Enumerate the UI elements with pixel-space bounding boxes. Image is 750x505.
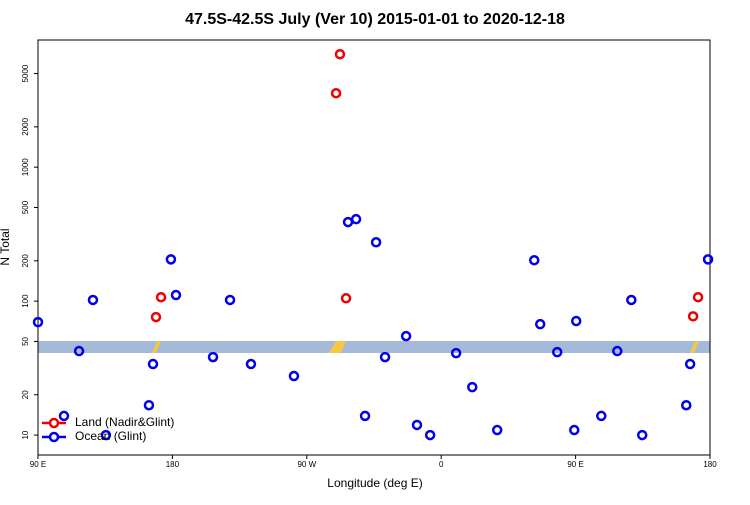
point [334, 48, 346, 60]
point [350, 213, 362, 225]
y-tick-label: 2000 [21, 117, 30, 135]
band-patch [152, 341, 161, 353]
point [340, 293, 352, 304]
legend-marker [48, 417, 60, 429]
chart-title: 47.5S-42.5S July (Ver 10) 2015-01-01 to … [185, 11, 565, 28]
band-patch [329, 341, 346, 353]
point [596, 410, 607, 422]
plot-frame [37, 39, 711, 456]
y-tick-label: 50 [21, 336, 30, 345]
x-tick-label: 90 E [567, 460, 583, 469]
x-tick-label: 90 W [297, 460, 316, 469]
x-tick-label: 180 [166, 460, 180, 469]
point [424, 429, 436, 441]
point [100, 429, 112, 441]
x-tick-label: 90 E [30, 460, 46, 469]
y-tick-label: 500 [21, 200, 30, 214]
point [687, 311, 699, 322]
y-tick-label: 10 [21, 430, 30, 439]
point [491, 424, 503, 436]
point [570, 315, 582, 327]
point [288, 370, 300, 382]
x-tick-label: 0 [439, 460, 444, 469]
y-tick-label: 200 [21, 254, 30, 268]
point [450, 347, 462, 359]
point [636, 429, 648, 441]
point [342, 216, 354, 228]
point [207, 351, 219, 363]
point [681, 399, 692, 411]
point [684, 358, 696, 370]
band-patch [690, 341, 699, 353]
point [702, 254, 714, 265]
point [528, 254, 540, 266]
point [87, 294, 99, 306]
point [692, 291, 704, 303]
point [411, 419, 423, 431]
point [224, 294, 236, 306]
y-axis-label: N Total [0, 228, 12, 265]
point [155, 291, 167, 303]
y-tick-label: 5000 [21, 64, 30, 82]
point [359, 410, 371, 422]
point [626, 294, 637, 306]
point [612, 345, 623, 357]
legend-label: Land (Nadir&Glint) [75, 415, 174, 429]
x-tick-label: 180 [703, 460, 717, 469]
point [400, 330, 412, 342]
y-tick-label: 100 [21, 294, 30, 308]
y-tick-label: 20 [21, 390, 30, 399]
x-axis-label: Longitude (deg E) [327, 476, 422, 490]
point [467, 381, 478, 393]
point [58, 410, 70, 422]
point [170, 289, 182, 301]
point [330, 87, 342, 99]
point [551, 346, 563, 358]
point [379, 351, 391, 363]
y-tick-label: 1000 [21, 158, 30, 176]
point [147, 358, 159, 370]
band [38, 341, 710, 353]
point [370, 237, 382, 248]
legend-marker [48, 431, 60, 443]
point [73, 345, 85, 357]
point [245, 358, 257, 370]
legend-label: Ocean (Glint) [75, 429, 146, 443]
point [32, 316, 44, 328]
point [569, 424, 580, 436]
point [534, 318, 546, 330]
point [143, 399, 155, 411]
point [165, 254, 177, 265]
point [150, 311, 162, 323]
